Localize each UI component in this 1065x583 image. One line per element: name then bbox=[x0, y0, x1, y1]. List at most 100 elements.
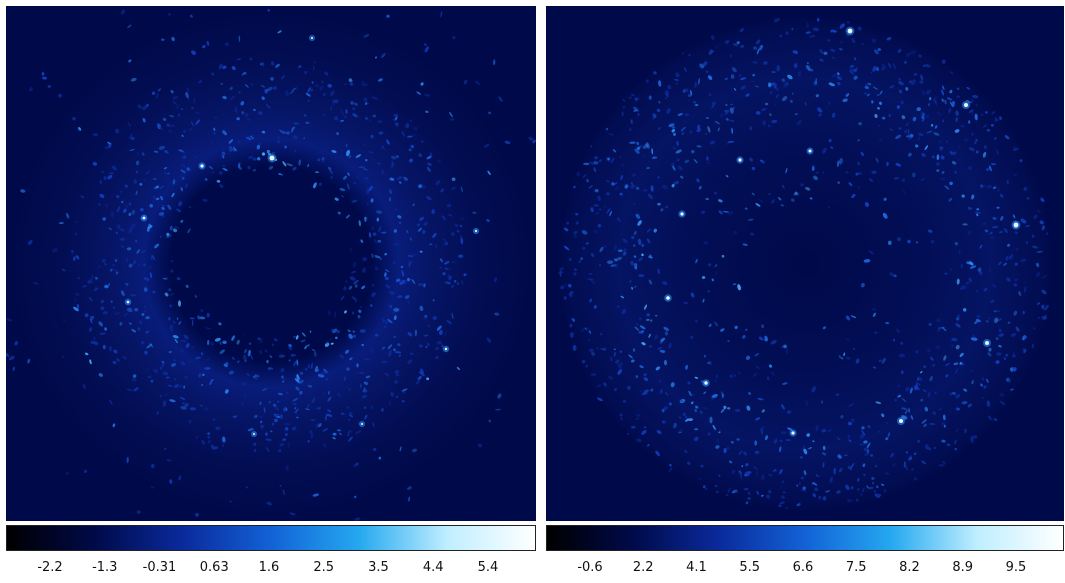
speckle bbox=[394, 243, 401, 247]
speckle bbox=[937, 111, 941, 117]
speckle bbox=[222, 443, 225, 448]
speckle bbox=[895, 328, 900, 334]
speckle bbox=[170, 269, 174, 273]
speckle bbox=[598, 159, 602, 163]
speckle bbox=[613, 348, 616, 351]
speckle bbox=[395, 373, 400, 377]
speckle bbox=[1031, 245, 1039, 249]
speckle bbox=[864, 83, 869, 87]
speckle bbox=[460, 186, 463, 193]
speckle bbox=[207, 432, 210, 435]
speckle bbox=[192, 155, 198, 159]
speckle bbox=[363, 381, 369, 385]
speckle bbox=[393, 229, 398, 233]
speckle bbox=[626, 385, 631, 390]
speckle bbox=[814, 487, 818, 492]
speckle bbox=[376, 217, 379, 222]
speckle bbox=[152, 195, 158, 201]
speckle bbox=[1003, 357, 1006, 360]
speckle bbox=[967, 206, 973, 210]
speckle bbox=[866, 442, 871, 449]
speckle bbox=[135, 190, 138, 196]
colorbar-tick: 9.5 bbox=[1005, 560, 1027, 575]
speckle bbox=[593, 161, 599, 165]
speckle bbox=[222, 436, 226, 443]
speckle bbox=[439, 266, 443, 269]
speckle bbox=[825, 490, 831, 493]
speckle bbox=[695, 258, 698, 264]
speckle bbox=[147, 375, 152, 379]
speckle bbox=[252, 157, 257, 161]
speckle bbox=[649, 254, 652, 258]
speckle bbox=[1012, 214, 1016, 219]
speckle bbox=[909, 387, 913, 394]
speckle bbox=[359, 305, 363, 309]
speckle bbox=[180, 396, 186, 401]
speckle bbox=[279, 443, 285, 447]
speckle bbox=[636, 438, 642, 442]
speckle bbox=[287, 442, 290, 448]
speckle bbox=[707, 126, 711, 133]
speckle bbox=[954, 170, 957, 174]
speckle bbox=[785, 31, 789, 35]
speckle bbox=[624, 184, 629, 189]
speckle bbox=[41, 76, 48, 80]
speckle bbox=[293, 360, 297, 367]
speckle bbox=[708, 263, 712, 267]
speckle bbox=[806, 433, 810, 437]
speckle bbox=[143, 277, 150, 281]
speckle bbox=[130, 294, 137, 297]
speckle bbox=[822, 445, 826, 451]
speckle bbox=[315, 83, 319, 88]
speckle bbox=[323, 368, 328, 374]
speckle bbox=[729, 119, 735, 122]
speckle bbox=[573, 234, 577, 238]
speckle bbox=[348, 333, 353, 339]
speckle bbox=[265, 438, 272, 442]
speckle bbox=[209, 380, 213, 386]
speckle bbox=[345, 143, 348, 147]
colorbar-tick: 4.1 bbox=[686, 560, 707, 575]
speckle bbox=[606, 156, 609, 162]
speckle bbox=[929, 376, 933, 382]
speckle bbox=[376, 210, 383, 214]
speckle bbox=[707, 290, 710, 293]
speckle bbox=[401, 130, 405, 137]
speckle bbox=[711, 50, 714, 54]
speckle bbox=[942, 414, 946, 421]
speckle bbox=[988, 347, 992, 352]
speckle bbox=[200, 309, 204, 313]
speckle bbox=[720, 391, 724, 397]
speckle bbox=[643, 304, 648, 310]
speckle bbox=[1037, 316, 1041, 319]
speckle bbox=[235, 106, 238, 114]
speckle bbox=[932, 155, 935, 159]
speckle bbox=[897, 237, 901, 242]
colorbar-tick: -1.3 bbox=[92, 560, 118, 575]
speckle bbox=[371, 422, 375, 427]
speckle bbox=[408, 496, 410, 502]
speckle bbox=[688, 390, 692, 397]
speckle bbox=[295, 386, 300, 391]
speckle bbox=[144, 368, 150, 373]
speckle bbox=[274, 406, 280, 411]
speckle bbox=[448, 214, 453, 217]
speckle bbox=[1010, 367, 1014, 372]
speckle bbox=[252, 168, 256, 172]
speckle bbox=[249, 57, 253, 61]
speckle bbox=[340, 412, 345, 416]
speckle bbox=[140, 249, 147, 254]
speckle bbox=[587, 278, 594, 281]
speckle bbox=[357, 314, 361, 319]
speckle bbox=[1018, 291, 1022, 296]
speckle bbox=[701, 275, 706, 280]
speckle bbox=[690, 292, 695, 298]
speckle bbox=[285, 90, 289, 97]
speckle bbox=[284, 145, 287, 149]
speckle bbox=[729, 107, 734, 114]
speckle bbox=[881, 483, 885, 486]
speckle bbox=[620, 295, 625, 299]
speckle bbox=[102, 258, 106, 263]
speckle bbox=[742, 243, 748, 246]
speckle bbox=[936, 169, 940, 172]
